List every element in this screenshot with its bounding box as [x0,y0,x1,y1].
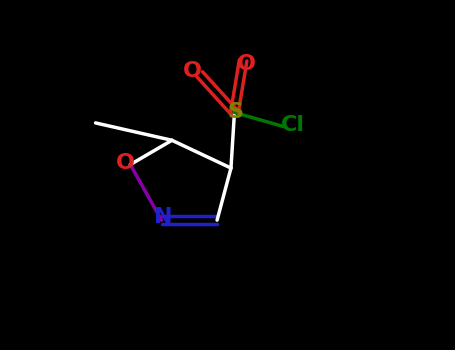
Text: S: S [228,103,243,122]
Text: O: O [116,153,135,173]
Text: Cl: Cl [281,115,305,135]
Text: N: N [154,206,172,227]
Text: O: O [183,61,202,81]
Text: O: O [237,54,256,74]
